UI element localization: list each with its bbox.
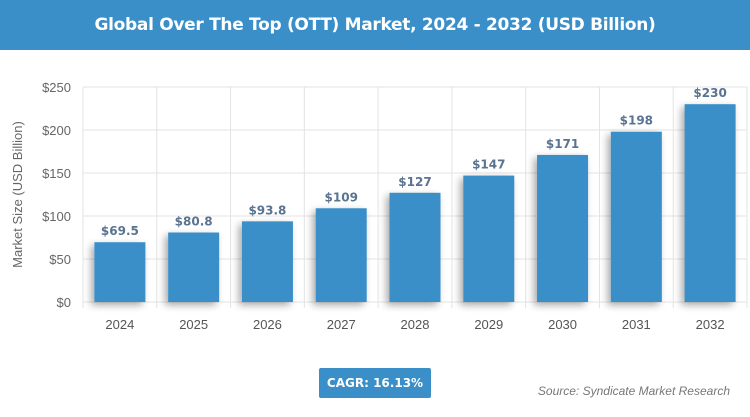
x-tick-label: 2028 [401,317,430,332]
data-label: $69.5 [101,224,139,238]
y-tick-label: $200 [42,123,71,138]
x-tick-label: 2032 [696,317,725,332]
x-tick-label: 2024 [105,317,134,332]
x-tick-label: 2031 [622,317,651,332]
x-tick-label: 2026 [253,317,282,332]
y-tick-label: $100 [42,209,71,224]
x-tick-label: 2027 [327,317,356,332]
data-label: $147 [472,158,505,172]
data-label: $80.8 [175,215,213,229]
bar-2026 [241,221,293,302]
bar-2029 [463,175,515,302]
source-note: Source: Syndicate Market Research [537,384,730,398]
y-tick-label: $50 [49,252,71,267]
data-label: $109 [325,190,358,204]
data-label: $230 [693,86,726,100]
chart-title: Global Over The Top (OTT) Market, 2024 -… [0,0,750,50]
data-label: $127 [398,175,431,189]
data-label: $171 [546,137,579,151]
bar-2025 [168,232,220,302]
x-tick-label: 2030 [548,317,577,332]
bar-2028 [389,192,441,302]
y-tick-label: $150 [42,166,71,181]
bar-2031 [610,131,662,302]
y-tick-label: $0 [57,295,71,310]
data-label: $93.8 [248,203,286,217]
bar-2024 [94,242,146,302]
x-tick-label: 2029 [474,317,503,332]
data-label: $198 [620,114,653,128]
bar-2027 [315,208,367,302]
y-axis-label: Market Size (USD Billion) [10,121,25,268]
cagr-badge: CAGR: 16.13% [319,368,431,398]
bar-2032 [684,104,736,302]
x-tick-label: 2025 [179,317,208,332]
y-tick-label: $250 [42,80,71,95]
bar-2030 [537,154,589,302]
